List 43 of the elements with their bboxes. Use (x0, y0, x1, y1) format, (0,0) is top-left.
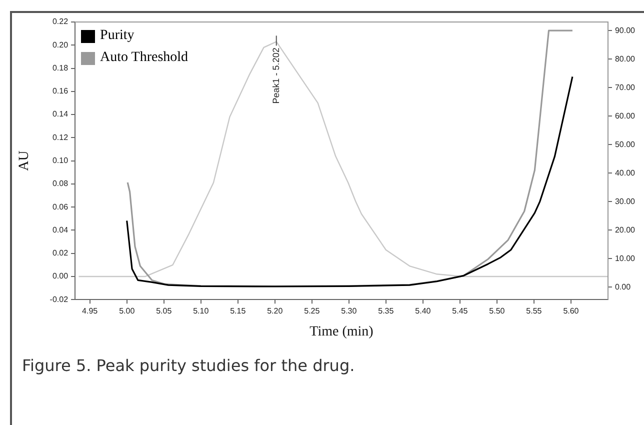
x-tick-label: 5.60 (563, 306, 580, 316)
x-axis-title: Time (min) (310, 324, 374, 340)
y-tick-label: 0.08 (52, 179, 69, 188)
y-tick-label: -0.02 (50, 294, 69, 304)
y-tick-label: 0.04 (52, 225, 69, 234)
y2-tick-label: 60.00 (614, 111, 636, 120)
y2-tick-label: 0.00 (614, 282, 632, 292)
y2-tick-label: 90.00 (614, 26, 636, 35)
y-tick-label: 0.06 (52, 202, 69, 212)
y2-tick-label: 80.00 (614, 54, 636, 64)
x-tick-label: 5.40 (415, 306, 432, 316)
annotation: Peak1 - 5.202 (270, 48, 281, 104)
x-tick-label: 5.15 (230, 306, 246, 316)
x-tick-label: 5.05 (156, 306, 172, 316)
y-axis-title: AU (17, 150, 32, 171)
x-tick-label: 5.55 (526, 306, 542, 316)
caption: Figure 5. Peak purity studies for the drug. (22, 356, 355, 375)
y-tick-label: 0.14 (52, 110, 69, 119)
y-tick-label: 0.22 (52, 17, 69, 26)
x-tick-label: 5.20 (267, 306, 284, 316)
y-tick-label: 0.00 (52, 272, 69, 281)
y2-tick-label: 50.00 (614, 140, 636, 149)
x-tick-label: 4.95 (82, 306, 98, 316)
y2-tick-label: 20.00 (614, 225, 636, 234)
x-tick-label: 5.25 (304, 306, 320, 316)
y2-tick-label: 40.00 (614, 168, 636, 178)
x-tick-label: 5.35 (378, 306, 394, 316)
x-tick-label: 5.10 (193, 306, 210, 316)
x-tick-label: 5.50 (489, 306, 506, 316)
x-tick-label: 5.45 (452, 306, 468, 316)
y2-tick-label: 70.00 (614, 82, 636, 92)
y-tick-label: 0.02 (52, 248, 69, 258)
y2-tick-label: 10.00 (614, 254, 636, 263)
x-tick-label: 5.00 (119, 306, 136, 316)
legend-label: Purity (100, 28, 134, 44)
y-tick-label: 0.18 (52, 63, 69, 72)
y-tick-label: 0.16 (52, 86, 69, 96)
y-tick-label: 0.10 (52, 156, 69, 166)
y2-tick-label: 30.00 (614, 196, 636, 206)
y-tick-label: 0.12 (52, 132, 69, 142)
y-tick-label: 0.20 (52, 40, 69, 50)
x-tick-label: 5.30 (341, 306, 358, 316)
legend-label: Auto Threshold (100, 50, 188, 66)
